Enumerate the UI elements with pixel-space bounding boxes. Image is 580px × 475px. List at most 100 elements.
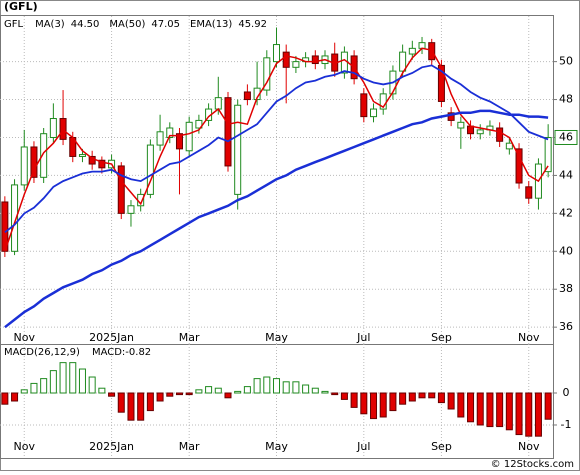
candle-body xyxy=(175,133,183,150)
candle-body xyxy=(525,186,533,199)
macd-bar xyxy=(137,392,145,421)
candle-body xyxy=(447,112,455,121)
candle-body xyxy=(408,47,416,55)
macd-bar xyxy=(243,386,251,394)
macd-bar xyxy=(389,392,397,412)
y-tick-label: 48 xyxy=(559,93,573,106)
y-tick-label: 40 xyxy=(559,244,573,257)
y-tick-label: 50 xyxy=(559,55,573,68)
macd-bar xyxy=(49,370,57,394)
macd-bar xyxy=(175,392,183,396)
candle-body xyxy=(311,55,319,65)
macd-bar xyxy=(331,392,339,396)
y-tick-label: 36 xyxy=(559,320,573,333)
macd-bar xyxy=(486,392,494,428)
macd-bar xyxy=(428,392,436,399)
price-marker-box xyxy=(554,129,578,145)
legend-name: EMA(13) xyxy=(190,19,232,30)
candle-body xyxy=(98,159,106,169)
candle-body xyxy=(40,133,48,178)
macd-bar xyxy=(437,392,445,404)
macd-title: MACD(26,12,9) xyxy=(4,347,80,358)
macd-bar xyxy=(253,378,261,394)
candle-body xyxy=(399,51,407,72)
macd-bar xyxy=(224,392,232,399)
candle-body xyxy=(146,144,154,195)
candle-body xyxy=(78,154,86,157)
candle-body xyxy=(544,136,552,173)
macd-bar xyxy=(476,392,484,426)
macd-bar xyxy=(379,392,387,418)
macd-bar xyxy=(40,378,48,394)
macd-bar xyxy=(272,378,281,394)
macd-bar xyxy=(399,392,407,405)
legend-value: 47.05 xyxy=(151,19,180,30)
candle-body xyxy=(1,201,9,252)
macd-bar xyxy=(127,392,135,421)
x-tick-label: Nov xyxy=(14,440,36,453)
x-tick-label: 2025Jan xyxy=(89,331,134,344)
x-tick-label: Mar xyxy=(179,440,200,453)
macd-bar xyxy=(496,392,504,428)
candle-body xyxy=(166,127,174,138)
x-tick-label: Nov xyxy=(14,331,36,344)
macd-bar xyxy=(263,376,271,394)
macd-bar xyxy=(117,392,125,413)
candle-body xyxy=(11,184,19,252)
x-tick-label: Nov xyxy=(518,440,540,453)
macd-bar xyxy=(78,368,86,394)
candle-body xyxy=(418,42,426,49)
x-tick-label: Jul xyxy=(356,440,370,453)
chart-title: (GFL) xyxy=(4,0,38,13)
x-tick-label: May xyxy=(265,440,288,453)
candle-body xyxy=(156,131,164,146)
price-marker-label: 46 xyxy=(559,130,573,143)
candle-body xyxy=(30,146,38,178)
candle-body xyxy=(234,104,242,195)
macd-bar xyxy=(525,392,533,437)
candle-body xyxy=(263,57,271,91)
macd-bar xyxy=(350,392,358,408)
y-tick-label: 42 xyxy=(559,206,573,219)
candle-body xyxy=(20,146,28,186)
macd-bar xyxy=(544,392,552,420)
macd-bar xyxy=(166,392,174,397)
macd-bar xyxy=(205,386,213,394)
macd-bar xyxy=(311,387,319,394)
x-tick-label: 2025Jan xyxy=(89,440,134,453)
macd-bar xyxy=(321,390,329,394)
macd-bar xyxy=(505,392,513,431)
candle-body xyxy=(476,129,484,135)
candle-body xyxy=(214,97,222,110)
macd-bar xyxy=(292,381,300,394)
candle-body xyxy=(505,142,513,150)
candle-body xyxy=(117,165,125,214)
y-tick-label: 38 xyxy=(559,282,573,295)
macd-bar xyxy=(98,387,106,394)
candle-body xyxy=(370,108,378,118)
indicator-line xyxy=(4,64,549,234)
macd-bar xyxy=(360,392,368,415)
legend-symbol: GFL xyxy=(4,19,24,30)
macd-bar xyxy=(534,392,542,437)
macd-bar xyxy=(370,392,378,420)
x-tick-label: Mar xyxy=(179,331,200,344)
candle-body xyxy=(127,205,135,214)
candle-body xyxy=(340,51,348,74)
macd-bar xyxy=(59,362,67,394)
macd-bar xyxy=(408,392,416,402)
legend-name: MA(3) xyxy=(35,19,65,30)
legend-value: 44.50 xyxy=(71,19,100,30)
macd-bar xyxy=(234,390,242,394)
candle-body xyxy=(243,91,251,101)
candle-body xyxy=(272,44,281,63)
candle-body xyxy=(282,51,290,68)
candle-body xyxy=(224,97,232,167)
x-tick-label: May xyxy=(265,331,288,344)
macd-legend: MACD:-0.82 xyxy=(92,347,151,358)
candle-body xyxy=(195,119,203,129)
macd-bar xyxy=(515,392,523,436)
